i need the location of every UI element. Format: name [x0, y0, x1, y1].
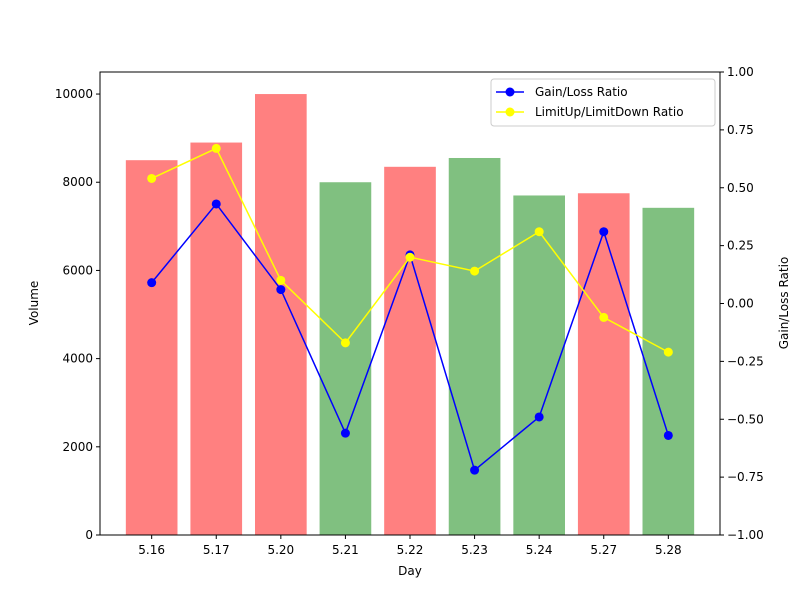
- x-tick-label: 5.23: [461, 543, 488, 557]
- x-tick-label: 5.24: [526, 543, 553, 557]
- volume-bar-5-23: [448, 157, 501, 536]
- volume-bar-5-21: [319, 182, 372, 536]
- series-point-limitup-limitdown-5-27: [599, 312, 609, 322]
- legend-label-limitup-limitdown: LimitUp/LimitDown Ratio: [535, 105, 684, 119]
- y-axis-left-label: Volume: [27, 281, 41, 326]
- x-tick-label: 5.20: [267, 543, 294, 557]
- y-left-tick-label: 8000: [62, 175, 93, 189]
- y-left-tick-label: 0: [85, 528, 93, 542]
- series-point-limitup-limitdown-5-22: [405, 252, 415, 262]
- series-point-limitup-limitdown-5-20: [276, 275, 286, 285]
- y-left-tick-label: 2000: [62, 440, 93, 454]
- series-point-limitup-limitdown-5-28: [663, 347, 673, 357]
- volume-bar-5-24: [513, 195, 565, 535]
- x-tick-label: 5.27: [590, 543, 617, 557]
- series-point-gain-loss-5-24: [534, 412, 544, 422]
- bars-layer: [125, 94, 695, 536]
- y-right-tick-label: 0.50: [727, 181, 754, 195]
- y-right-tick-label: −0.50: [727, 412, 764, 426]
- y-right-tick-label: 1.00: [727, 65, 754, 79]
- series-point-gain-loss-5-17: [211, 199, 221, 209]
- axes-layer: 5.16 5.17 5.20 5.21 5.22 5.23 5.24 5.27 5.28 0 200…: [55, 65, 764, 557]
- y-left-tick-label: 10000: [55, 87, 93, 101]
- y-axis-right-label: Gain/Loss Ratio: [777, 257, 791, 350]
- y-left-tick-label: 4000: [62, 352, 93, 366]
- series-point-gain-loss-5-27: [599, 227, 609, 237]
- volume-bar-5-20: [255, 94, 307, 536]
- x-tick-label: 5.16: [138, 543, 165, 557]
- series-point-gain-loss-5-23: [470, 465, 480, 475]
- volume-bar-5-22: [384, 166, 436, 536]
- volume-bar-5-28: [642, 207, 695, 535]
- y-right-tick-label: 0.75: [727, 123, 754, 137]
- y-right-tick-label: 0.25: [727, 239, 754, 253]
- x-tick-label: 5.22: [397, 543, 424, 557]
- y-right-tick-label: −0.75: [727, 470, 764, 484]
- legend-marker-gain-loss: [505, 87, 515, 97]
- legend-box: [490, 78, 716, 127]
- x-tick-label: 5.21: [332, 543, 359, 557]
- y-right-tick-label: 0.00: [727, 297, 754, 311]
- series-point-gain-loss-5-21: [340, 428, 350, 438]
- series-point-limitup-limitdown-5-24: [534, 227, 544, 237]
- series-point-gain-loss-5-16: [147, 278, 157, 288]
- volume-bar-5-27: [577, 193, 630, 535]
- x-tick-label: 5.28: [655, 543, 682, 557]
- y-left-tick-label: 6000: [62, 263, 93, 277]
- series-point-gain-loss-5-28: [663, 430, 673, 440]
- x-tick-label: 5.17: [203, 543, 230, 557]
- lines-layer: [147, 143, 673, 475]
- series-point-limitup-limitdown-5-17: [211, 143, 221, 153]
- legend: Gain/Loss Ratio LimitUp/LimitDown Ratio: [490, 78, 716, 127]
- series-point-limitup-limitdown-5-16: [147, 173, 157, 183]
- legend-marker-limitup-limitdown: [505, 107, 515, 117]
- series-point-gain-loss-5-20: [276, 285, 286, 295]
- y-right-tick-label: −1.00: [727, 528, 764, 542]
- legend-label-gain-loss: Gain/Loss Ratio: [535, 85, 628, 99]
- x-axis-label: Day: [398, 564, 422, 578]
- volume-bar-5-16: [125, 160, 178, 535]
- series-point-limitup-limitdown-5-21: [340, 338, 350, 348]
- y-right-tick-label: −0.25: [727, 354, 764, 368]
- series-point-limitup-limitdown-5-23: [470, 266, 480, 276]
